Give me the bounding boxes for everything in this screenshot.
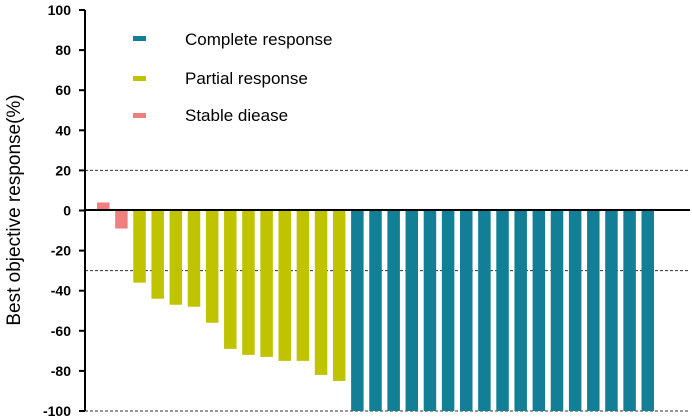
bar [205,210,219,323]
legend-swatch-complete [133,36,146,41]
bar [587,210,600,411]
y-tick-label: -100 [43,403,71,419]
bar [332,210,346,381]
bar [641,210,654,411]
y-tick-label: -20 [51,243,71,259]
bar [441,210,455,411]
legend-label-stable: Stable diease [185,106,288,125]
bars [97,202,654,411]
bar [133,210,146,283]
legend: Complete response Partial response Stabl… [133,30,332,125]
bar [169,210,183,305]
bar [296,210,310,361]
bar [405,210,419,411]
bar [224,210,237,349]
y-tick-label: -40 [51,283,71,299]
y-tick-label: 80 [55,42,71,58]
bar [478,210,491,411]
bar [351,210,364,411]
bar [623,210,636,411]
bar [97,202,110,211]
bar [278,210,291,361]
bar [568,210,582,411]
bar [496,210,509,411]
legend-swatch-stable [133,113,146,118]
bar [387,210,400,411]
bar [115,210,128,229]
bar [550,210,564,411]
y-axis-title: Best objective response(%) [4,94,25,325]
bar [260,210,273,357]
bar [314,210,328,375]
bar [242,210,255,355]
y-tick-label: 40 [55,122,71,138]
bar [460,210,473,411]
y-tick-label: 0 [63,203,71,219]
bar [605,210,618,411]
y-tick-label: -60 [51,323,71,339]
y-tick-label: -80 [51,363,71,379]
y-tick-label: 60 [55,82,71,98]
bar [187,210,201,307]
bar [151,210,164,299]
bar [369,210,382,411]
y-tick-label: 100 [48,2,72,18]
bar [532,210,546,411]
bar [514,210,527,411]
legend-swatch-partial [133,76,146,81]
y-ticks: 100 80 60 40 20 0 -20 -40 -60 -80 -100 [43,2,85,419]
legend-label-partial: Partial response [185,69,308,88]
y-tick-label: 20 [55,162,71,178]
bar [423,210,437,411]
legend-label-complete: Complete response [185,30,332,49]
